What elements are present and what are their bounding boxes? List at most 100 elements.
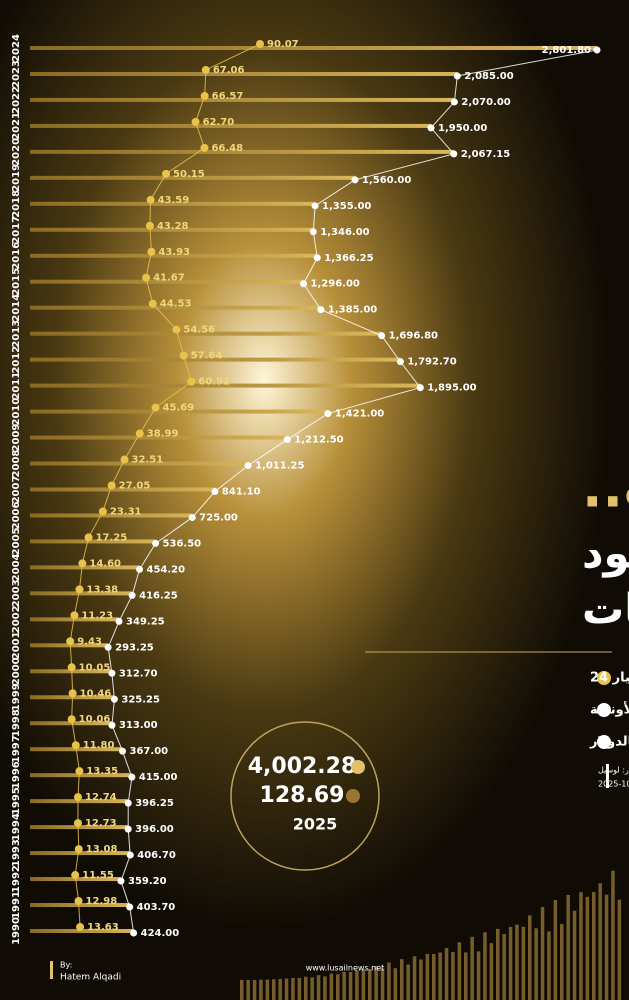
year-label: 1991 [11,891,22,919]
decor-bar [310,977,314,1000]
value-label: 454.20 [147,564,186,575]
highlight-value: 128.69 [260,783,345,808]
point [172,325,181,334]
decor-bar [355,970,359,1000]
year-label: 1997 [11,735,22,763]
value-label: 325.25 [121,694,160,705]
value-label: 66.57 [212,91,244,102]
decor-bar [553,900,558,1000]
point [450,150,458,158]
value-label: 41.67 [153,273,185,284]
decor-bar [316,975,321,1000]
decor-bar [240,980,244,1000]
value-label: 12.74 [85,792,117,803]
point [162,169,171,178]
point [187,377,196,386]
point [200,143,209,152]
decor-bar [598,883,602,1000]
decor-bar [457,942,462,1000]
point [115,617,123,625]
value-label: 1,950.00 [438,123,487,134]
value-label: 10.06 [79,714,111,725]
value-label: 27.05 [119,480,151,491]
point [120,455,129,464]
value-label: 312.70 [119,668,158,679]
value-label: 10.05 [79,662,111,673]
legend-dot [597,735,611,749]
decor-bar [348,971,353,1000]
bar [30,825,129,830]
year-label: 2016 [11,242,22,270]
credit-author: Hatem Alqadi [60,973,121,983]
point [68,689,77,698]
decor-bar [604,894,609,1000]
decor-bar [508,926,513,1000]
bar [30,97,455,102]
value-label: 1,011.25 [255,461,304,472]
decor-bar [284,978,289,1000]
decor-bar [291,977,295,1000]
point [396,358,404,366]
year-label: 2024 [11,34,22,62]
bar [30,928,134,933]
value-label: 43.93 [158,247,190,258]
year-label: 1995 [11,787,22,815]
year-label: 2021 [11,112,22,140]
point [76,922,85,931]
point [67,715,76,724]
value-label: 23.31 [110,506,142,517]
point [108,721,116,729]
source: المصدر: لوسيل [598,766,629,775]
year-label: 2006 [11,502,22,530]
highlight-value: 4,002.28 [248,754,357,779]
value-label: 11.80 [83,740,115,751]
value-label: 1,792.70 [407,357,456,368]
value-label: 359.20 [128,876,167,887]
point [67,663,76,672]
point [317,306,325,314]
point [126,903,134,911]
decor-bar [483,932,487,1000]
decor-bar [412,956,417,1000]
point [98,507,107,516]
point [142,273,151,282]
value-label: 9.43 [77,636,102,647]
year-label: 1994 [11,813,22,841]
decor-bar [496,928,500,1000]
bar [30,357,401,362]
decor-bar [323,976,327,1000]
value-label: 43.28 [157,221,189,232]
decor-bar [464,952,468,1000]
value-label: 396.25 [135,798,174,809]
title: الذهب.. [582,457,629,520]
bar [30,175,356,180]
value-label: 396.00 [135,824,174,835]
value-label: 11.55 [82,870,114,881]
value-label: 13.38 [86,584,118,595]
decor-bar [368,969,372,1000]
point [117,877,125,885]
value-label: 2,070.00 [461,97,510,108]
legend-dot [597,671,611,685]
point [130,929,138,937]
point [110,695,118,703]
data-note: البيانات حتى 1-10-2025 [598,780,629,789]
point [151,403,160,412]
year-label: 2012 [11,346,22,374]
value-label: 90.07 [267,39,299,50]
value-label: 841.10 [222,486,261,497]
bar [30,669,112,674]
value-label: 1,895.00 [427,383,476,394]
value-label: 62.70 [203,117,235,128]
decor-bar [502,934,506,1000]
plot: 2024202320222021202020192018201720162015… [11,34,601,945]
highlight-dot [351,760,365,774]
value-label: 13.08 [86,844,118,855]
bar [30,773,132,778]
decor-bar [534,928,538,1000]
year-label: 2003 [11,579,22,607]
year-label: 2023 [11,60,22,88]
point [313,254,321,262]
value-label: 57.64 [191,351,223,362]
